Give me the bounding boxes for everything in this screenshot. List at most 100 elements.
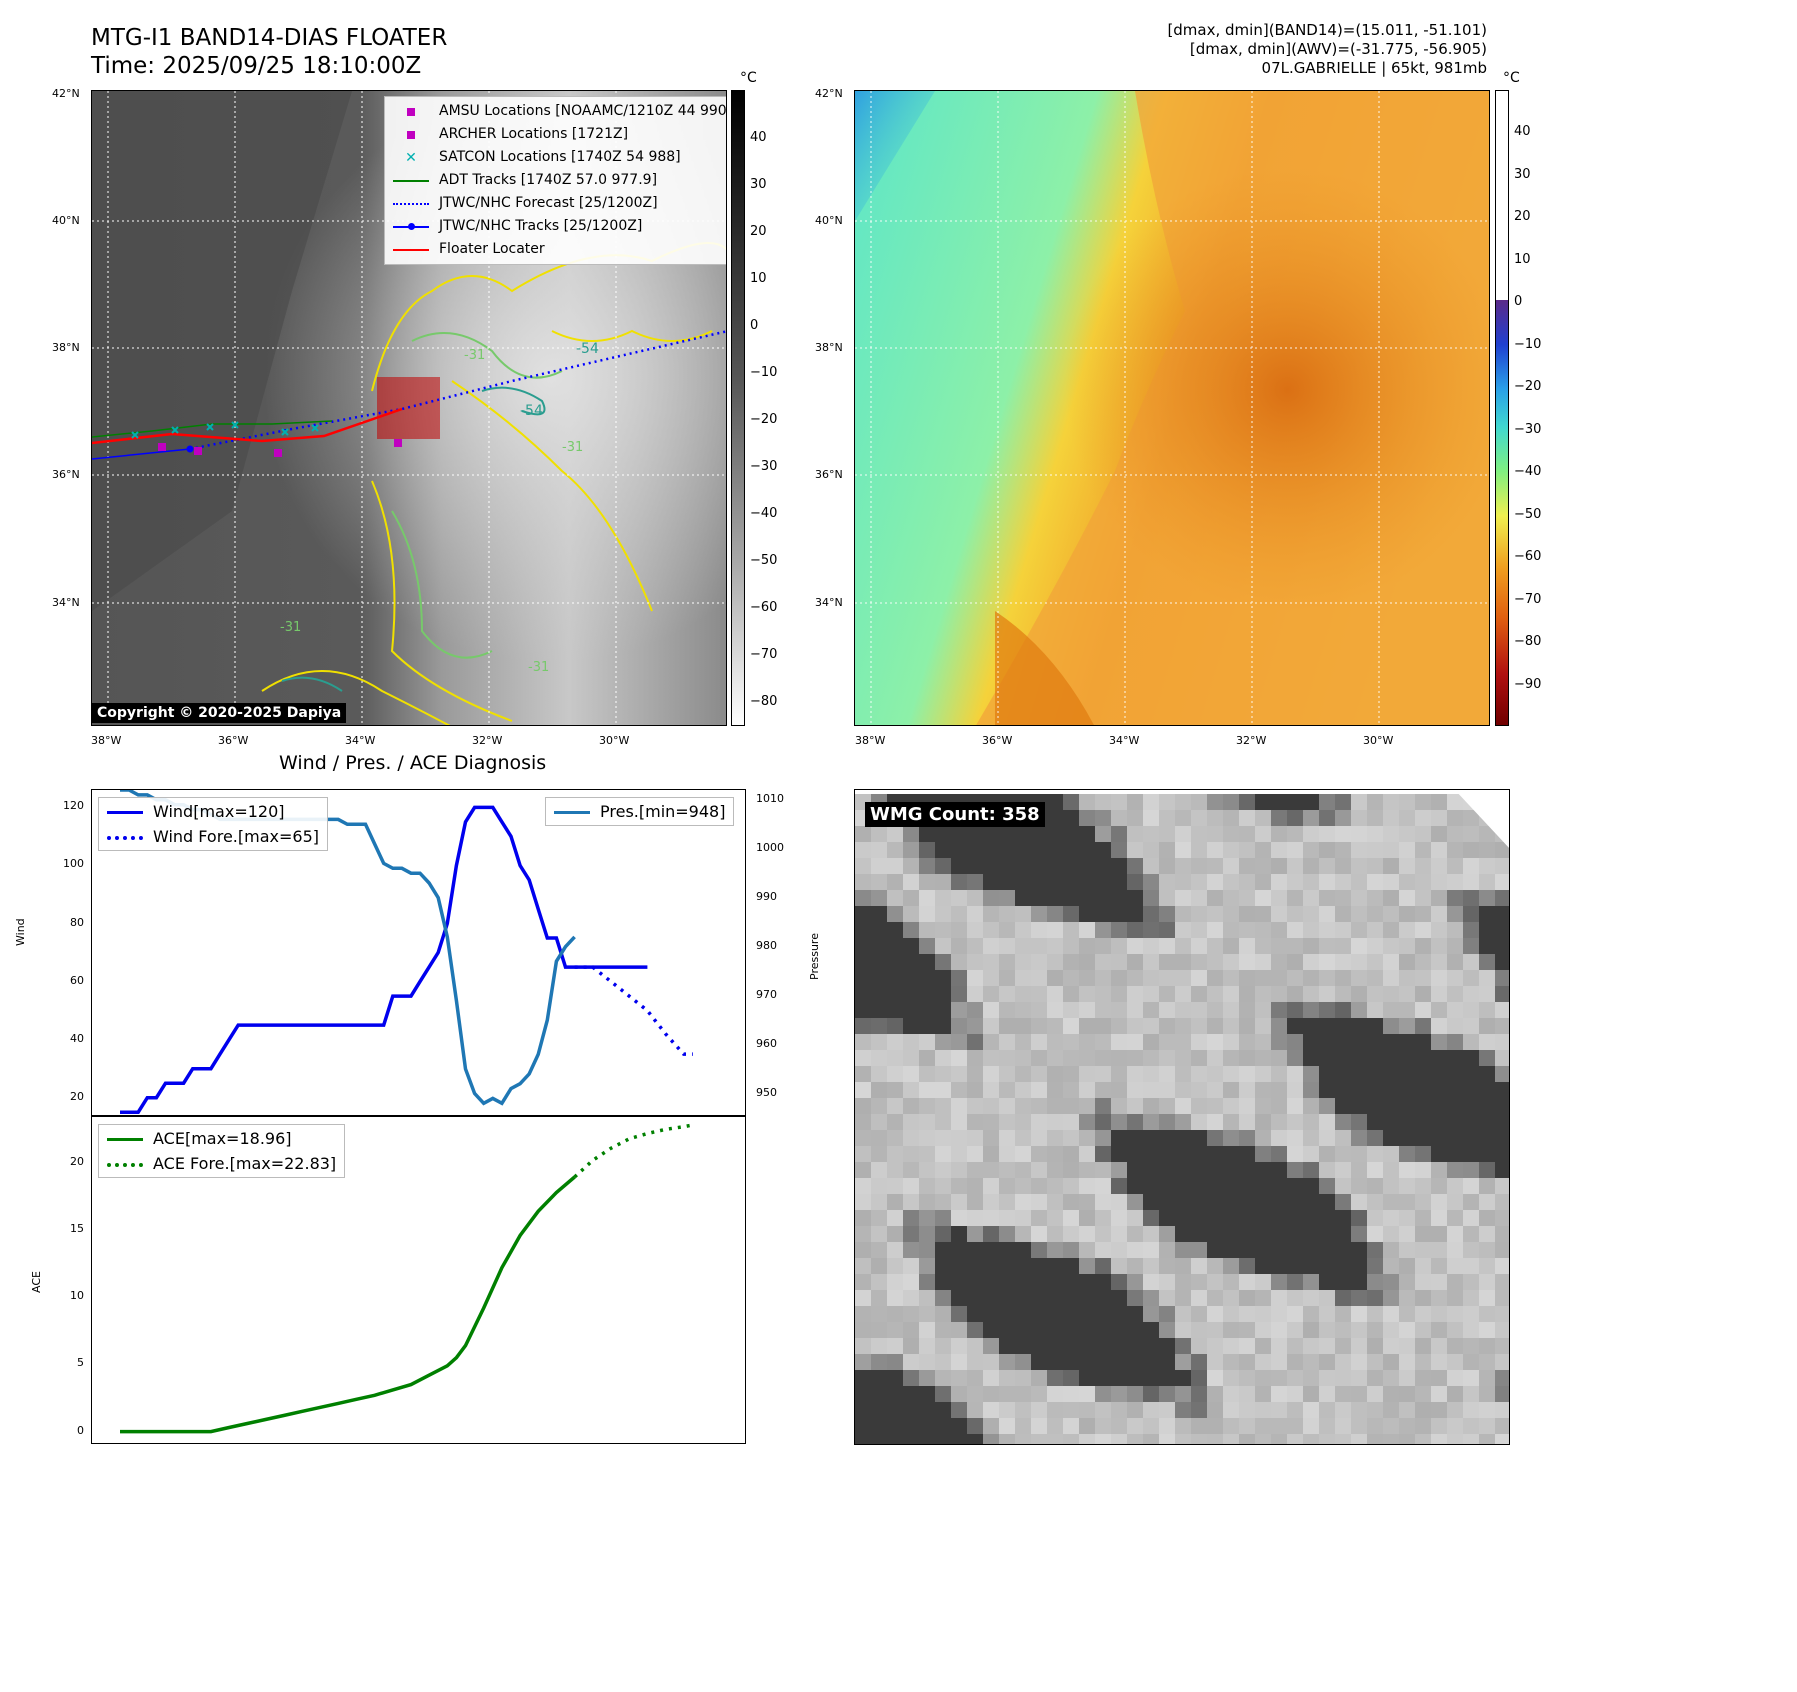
wmg-cell [1063,1210,1079,1226]
wmg-cell [1255,1418,1271,1434]
wmg-cell [1415,1418,1431,1434]
wmg-cell [1495,1130,1509,1146]
wmg-cell [1063,1130,1079,1146]
wmg-cell [871,1066,887,1082]
wmg-cell [1495,1434,1509,1444]
wmg-cell [1127,1274,1143,1290]
wv-lon-tick: 36°W [982,734,1013,747]
wmg-cell [1319,1354,1335,1370]
wmg-cell [951,1258,967,1274]
ir-legend: AMSU Locations [NOAAMC/1210Z 44 990] ARC… [384,96,727,265]
wmg-cell [1383,1386,1399,1402]
wmg-cell [999,858,1015,874]
wmg-cell [951,890,967,906]
wmg-cell [1191,842,1207,858]
wmg-cell [1127,1338,1143,1354]
wmg-cell [1399,1018,1415,1034]
wmg-cell [871,1418,887,1434]
wmg-cell [1367,906,1383,922]
wmg-cell [1479,970,1495,986]
wmg-cell [1191,1242,1207,1258]
wmg-cell [1479,1210,1495,1226]
wmg-cell [1447,1002,1463,1018]
wmg-cell [1367,954,1383,970]
wmg-cell [1047,1402,1063,1418]
wmg-cell [1463,1162,1479,1178]
wmg-cell [887,1098,903,1114]
wmg-cell [1175,970,1191,986]
wmg-cell [1495,1162,1509,1178]
contour-label: -31 [562,440,583,455]
wmg-cell [999,938,1015,954]
wmg-cell [1015,1434,1031,1444]
wmg-cell [1079,1050,1095,1066]
wmg-cell [1095,1130,1111,1146]
wmg-cell [919,906,935,922]
wmg-cell [967,858,983,874]
wmg-cell [1111,810,1127,826]
wmg-cell [1415,1322,1431,1338]
wmg-cell [1175,1354,1191,1370]
wmg-cell [855,906,871,922]
wmg-cell [1175,890,1191,906]
wmg-cell [1255,1082,1271,1098]
wmg-cell [1303,1082,1319,1098]
wmg-cell [951,1098,967,1114]
wmg-cell [1399,986,1415,1002]
wmg-cell [1479,922,1495,938]
wmg-cell [1175,1066,1191,1082]
wmg-cell [1351,954,1367,970]
wmg-cell [951,858,967,874]
wmg-cell [1191,1018,1207,1034]
wmg-cell [967,1242,983,1258]
wmg-cell [1239,1274,1255,1290]
wmg-cell [1079,810,1095,826]
wmg-cell [1271,1002,1287,1018]
wmg-cell [1319,826,1335,842]
wmg-cell [1463,1290,1479,1306]
wmg-cell [1223,1290,1239,1306]
wmg-cell [1303,906,1319,922]
wmg-cell [855,826,871,842]
wmg-cell [1367,1098,1383,1114]
wmg-cell [1255,970,1271,986]
wmg-cell [1239,1162,1255,1178]
wmg-cell [1159,1386,1175,1402]
wmg-cell [1431,1226,1447,1242]
wmg-cell [1159,1194,1175,1210]
wmg-cell [1095,1162,1111,1178]
wmg-cell [1447,1322,1463,1338]
pressure-axis-tick: 980 [756,938,777,952]
contour-label: -31 [528,660,549,675]
wmg-cell [871,1274,887,1290]
wmg-cell [1319,858,1335,874]
wmg-cell [1239,1178,1255,1194]
wmg-cell [1095,810,1111,826]
wmg-cell [1223,1050,1239,1066]
wmg-cell [1447,890,1463,906]
wmg-cell [935,1050,951,1066]
wind-legend: Wind[max=120] Wind Fore.[max=65] [98,797,328,851]
wmg-cell [935,1242,951,1258]
wmg-cell [887,1402,903,1418]
wmg-cell [1335,1386,1351,1402]
wmg-cell [1463,1018,1479,1034]
wmg-cell [1191,1386,1207,1402]
wmg-cell [1239,1210,1255,1226]
wmg-cell [1143,1322,1159,1338]
wmg-cell [1063,890,1079,906]
wmg-cell [1383,826,1399,842]
legend-amsu: AMSU Locations [NOAAMC/1210Z 44 990] [439,103,727,119]
ir-lat-tick: 38°N [52,341,80,354]
wmg-cell [1479,1002,1495,1018]
wmg-cell [935,922,951,938]
wmg-cell [1239,970,1255,986]
wmg-cell [1207,906,1223,922]
wmg-cell [871,906,887,922]
wmg-cell [1335,1194,1351,1210]
wmg-cell [1255,1162,1271,1178]
legend-archer: ARCHER Locations [1721Z] [439,126,629,142]
wmg-cell [1431,954,1447,970]
wmg-cell [1015,1034,1031,1050]
wmg-cell [855,938,871,954]
